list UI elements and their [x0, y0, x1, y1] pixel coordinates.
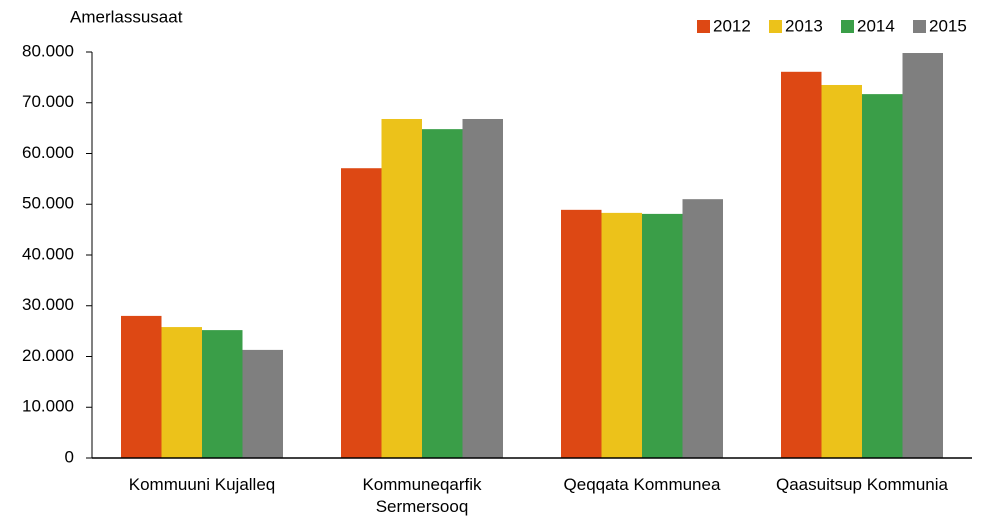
bar	[642, 213, 683, 458]
x-tick-label: Kommuneqarfik Sermersooq	[362, 475, 482, 516]
bar	[341, 168, 382, 458]
bar	[161, 327, 202, 458]
legend-swatch	[913, 20, 926, 33]
x-tick-label: Qeqqata Kommunea	[564, 475, 721, 494]
bar	[381, 118, 422, 459]
legend-swatch	[841, 20, 854, 33]
x-tick-label: Kommuuni Kujalleq	[129, 475, 275, 494]
bar	[121, 315, 162, 458]
bar	[862, 94, 903, 458]
bar	[561, 209, 602, 458]
bar	[781, 71, 822, 458]
y-tick-label: 50.000	[22, 194, 74, 213]
y-tick-label: 0	[65, 447, 74, 466]
legend-label: 2015	[929, 16, 967, 35]
y-tick-label: 40.000	[22, 244, 74, 263]
x-tick-label: Qaasuitsup Kommunia	[776, 475, 949, 494]
y-tick-label: 60.000	[22, 143, 74, 162]
y-tick-label: 10.000	[22, 397, 74, 416]
y-tick-label: 20.000	[22, 346, 74, 365]
y-tick-label: 30.000	[22, 295, 74, 314]
bar	[202, 330, 243, 458]
bar	[902, 53, 943, 458]
legend-label: 2013	[785, 16, 823, 35]
bar	[821, 84, 862, 459]
bar	[462, 118, 503, 459]
bar	[422, 129, 463, 458]
legend-label: 2012	[713, 16, 751, 35]
y-axis-label: Amerlassusaat	[70, 7, 183, 26]
legend-swatch	[697, 20, 710, 33]
bar	[601, 212, 642, 458]
bar	[682, 199, 723, 459]
legend-label: 2014	[857, 16, 895, 35]
y-tick-label: 70.000	[22, 92, 74, 111]
y-tick-label: 80.000	[22, 41, 74, 60]
legend-swatch	[769, 20, 782, 33]
bar	[242, 349, 283, 458]
